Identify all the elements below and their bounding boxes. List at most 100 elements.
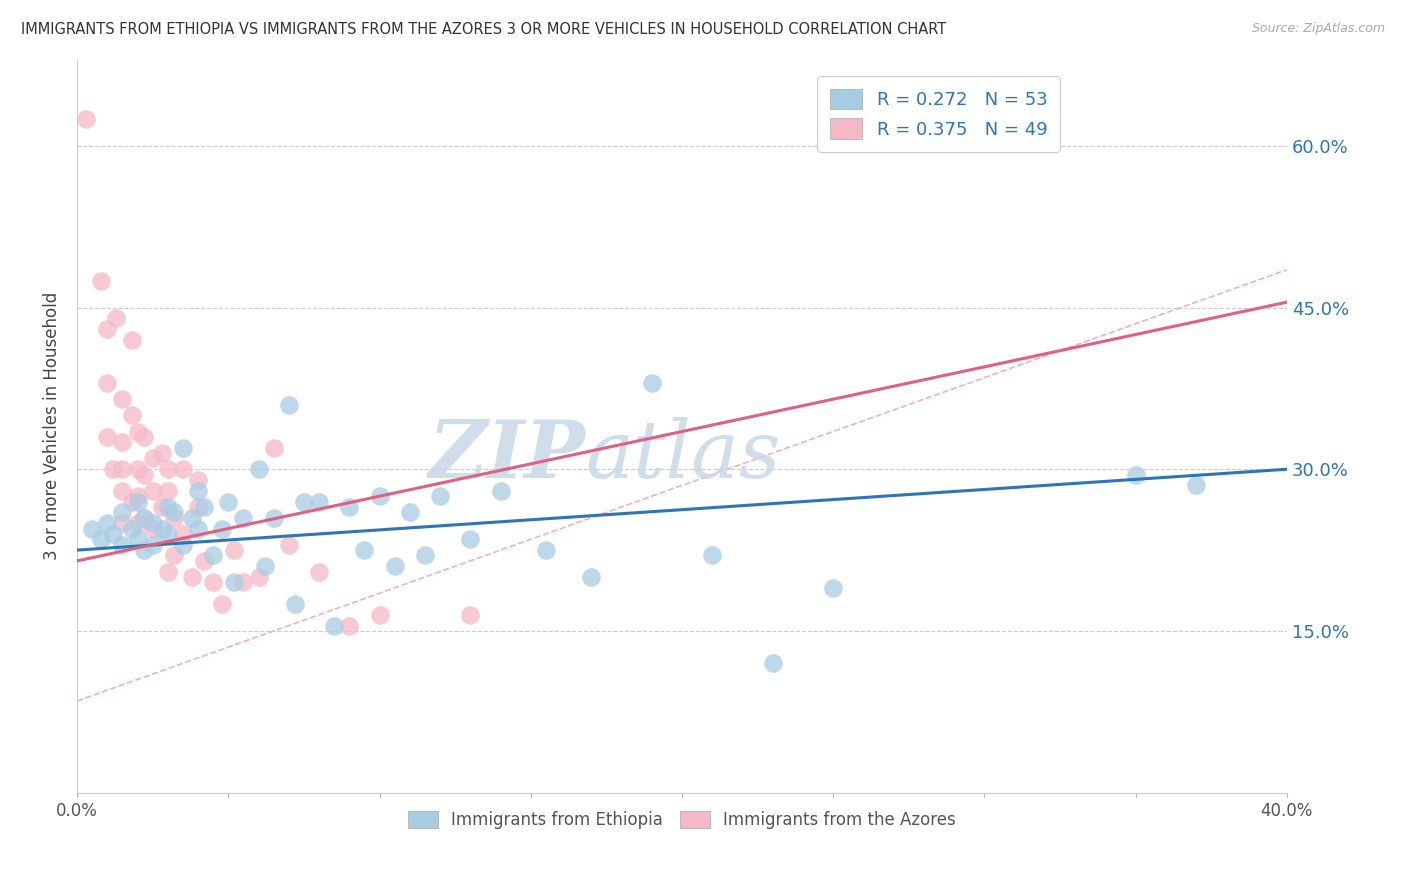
Point: [150, 500, 173, 514]
Point: [172, 441, 194, 455]
Point: [1185, 478, 1208, 492]
Point: [156, 500, 179, 514]
Point: [232, 510, 254, 524]
Point: [581, 570, 603, 584]
Point: [127, 462, 149, 476]
Point: [142, 538, 165, 552]
Point: [368, 607, 391, 622]
Point: [368, 489, 391, 503]
Point: [156, 565, 179, 579]
Point: [263, 510, 285, 524]
Point: [127, 533, 149, 547]
Point: [193, 554, 215, 568]
Point: [211, 597, 233, 611]
Point: [224, 543, 246, 558]
Point: [263, 441, 285, 455]
Point: [127, 489, 149, 503]
Point: [277, 398, 299, 412]
Point: [193, 500, 215, 514]
Point: [429, 489, 451, 503]
Point: [187, 500, 209, 514]
Point: [90, 274, 112, 288]
Point: [458, 607, 481, 622]
Point: [163, 549, 186, 563]
Point: [308, 494, 330, 508]
Point: [156, 527, 179, 541]
Text: atlas: atlas: [585, 417, 780, 494]
Point: [1125, 467, 1147, 482]
Point: [702, 549, 724, 563]
Point: [202, 575, 225, 590]
Point: [181, 570, 204, 584]
Point: [132, 510, 155, 524]
Point: [121, 494, 143, 508]
Point: [96, 516, 118, 530]
Point: [163, 505, 186, 519]
Point: [641, 376, 664, 390]
Point: [111, 483, 134, 498]
Point: [172, 462, 194, 476]
Point: [187, 473, 209, 487]
Point: [96, 322, 118, 336]
Point: [292, 494, 315, 508]
Point: [181, 510, 204, 524]
Point: [127, 516, 149, 530]
Text: Source: ZipAtlas.com: Source: ZipAtlas.com: [1251, 22, 1385, 36]
Point: [211, 522, 233, 536]
Point: [142, 483, 165, 498]
Point: [111, 392, 134, 407]
Point: [534, 543, 557, 558]
Point: [224, 575, 246, 590]
Point: [105, 311, 128, 326]
Point: [284, 597, 307, 611]
Point: [337, 618, 360, 632]
Point: [103, 462, 125, 476]
Point: [187, 522, 209, 536]
Point: [121, 333, 143, 347]
Text: IMMIGRANTS FROM ETHIOPIA VS IMMIGRANTS FROM THE AZORES 3 OR MORE VEHICLES IN HOU: IMMIGRANTS FROM ETHIOPIA VS IMMIGRANTS F…: [21, 22, 946, 37]
Point: [172, 538, 194, 552]
Point: [337, 500, 360, 514]
Point: [823, 581, 845, 595]
Point: [247, 570, 270, 584]
Point: [762, 657, 785, 671]
Point: [111, 538, 134, 552]
Point: [121, 409, 143, 423]
Point: [489, 483, 512, 498]
Point: [111, 462, 134, 476]
Point: [156, 462, 179, 476]
Point: [187, 483, 209, 498]
Legend: Immigrants from Ethiopia, Immigrants from the Azores: Immigrants from Ethiopia, Immigrants fro…: [401, 804, 963, 836]
Point: [353, 543, 375, 558]
Point: [82, 522, 104, 536]
Text: ZIP: ZIP: [429, 417, 585, 494]
Point: [127, 494, 149, 508]
Point: [132, 543, 155, 558]
Point: [132, 467, 155, 482]
Point: [247, 462, 270, 476]
Point: [111, 435, 134, 450]
Point: [75, 112, 97, 126]
Point: [142, 516, 165, 530]
Point: [217, 494, 239, 508]
Point: [323, 618, 346, 632]
Y-axis label: 3 or more Vehicles in Household: 3 or more Vehicles in Household: [44, 292, 60, 560]
Point: [150, 446, 173, 460]
Point: [232, 575, 254, 590]
Point: [121, 522, 143, 536]
Point: [132, 510, 155, 524]
Point: [172, 527, 194, 541]
Point: [111, 505, 134, 519]
Point: [156, 483, 179, 498]
Point: [150, 522, 173, 536]
Point: [253, 559, 276, 574]
Point: [384, 559, 406, 574]
Point: [458, 533, 481, 547]
Point: [96, 430, 118, 444]
Point: [90, 533, 112, 547]
Point: [277, 538, 299, 552]
Point: [398, 505, 420, 519]
Point: [142, 522, 165, 536]
Point: [111, 516, 134, 530]
Point: [127, 425, 149, 439]
